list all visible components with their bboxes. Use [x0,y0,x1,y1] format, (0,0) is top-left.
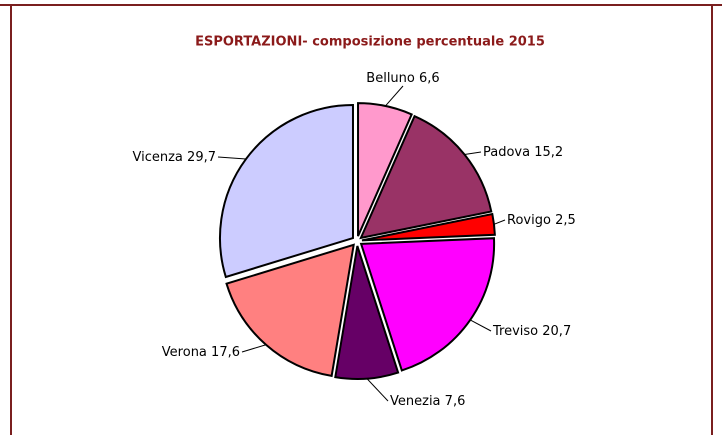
pie-slice [359,114,493,240]
pie-slice [359,237,496,372]
label-value: 17,6 [211,345,240,360]
leader-line [217,156,247,160]
label-name: Treviso [492,324,538,339]
label-value: 2,5 [555,213,576,228]
data-label: Belluno 6,6 [366,71,439,86]
leader-line [366,378,389,402]
label-value: 20,7 [542,324,571,339]
data-label: Verona 17,6 [162,345,240,360]
pie-slice [334,245,400,380]
pie-slice [218,104,354,279]
data-label: Vicenza 29,7 [133,150,217,165]
data-label: Padova 15,2 [483,145,563,160]
leader-line [469,319,492,332]
label-name: Padova [483,145,530,160]
leader-line [241,344,267,353]
chart-title: ESPORTAZIONI- composizione percentuale 2… [195,35,545,50]
leader-line [493,219,506,225]
data-label: Rovigo 2,5 [507,213,576,228]
label-value: 7,6 [445,394,466,409]
label-value: 6,6 [419,71,440,86]
leader-line [385,85,404,107]
label-name: Venezia [390,394,441,409]
data-label: Treviso 20,7 [492,324,571,339]
label-value: 29,7 [187,150,216,165]
label-name: Rovigo [507,213,551,228]
label-name: Belluno [366,71,415,86]
label-name: Vicenza [133,150,183,165]
pie-slice [225,243,355,378]
label-value: 15,2 [534,145,563,160]
leader-line [464,151,482,155]
label-name: Verona [162,345,207,360]
data-label: Venezia 7,6 [390,394,465,409]
